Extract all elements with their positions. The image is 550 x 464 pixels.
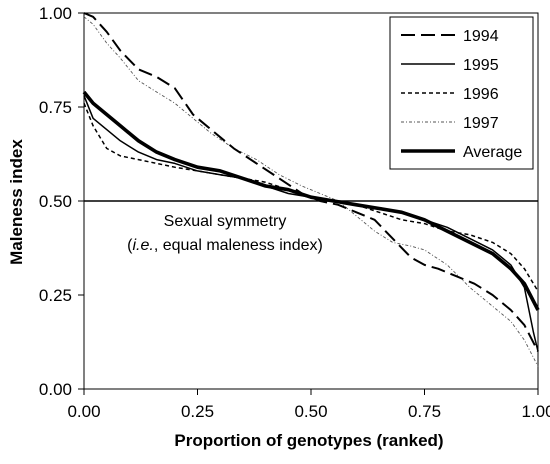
series-line-1994: [83, 12, 539, 352]
annotation-line-2: (i.e., equal maleness index): [127, 237, 323, 254]
legend-box: [389, 16, 534, 170]
y-tick-label: 1.00: [39, 4, 72, 23]
annotation-italic: i.e.: [133, 237, 154, 254]
annotation-line-1: Sexual symmetry: [164, 213, 287, 230]
y-tick-label: 0.25: [39, 286, 72, 305]
y-tick-label: 0.50: [39, 192, 72, 211]
x-tick-label: 0.75: [408, 402, 441, 421]
legend-label-1995: 1995: [463, 57, 499, 74]
x-tick-label: 0.00: [67, 402, 100, 421]
legend-label-average: Average: [463, 144, 522, 161]
y-tick-label: 0.75: [39, 98, 72, 117]
y-axis-title: Maleness index: [7, 139, 26, 265]
x-axis-title: Proportion of genotypes (ranked): [174, 431, 443, 450]
axis-ticks: [78, 12, 539, 395]
tick-labels: 0.00 0.25 0.50 0.75 1.00 0.00 0.25 0.50 0.75 1.00: [39, 4, 550, 421]
legend-label-1996: 1996: [463, 86, 499, 103]
x-tick-label: 0.50: [294, 402, 327, 421]
x-tick-label: 1.00: [521, 402, 550, 421]
series-line-average: [82, 90, 540, 311]
legend-label-1994: 1994: [463, 28, 499, 45]
x-tick-label: 0.25: [181, 402, 214, 421]
series-lines: [82, 12, 540, 367]
series-line-1996: [83, 102, 539, 292]
series-line-1997: [83, 16, 539, 367]
y-tick-label: 0.00: [39, 380, 72, 399]
legend-label-1997: 1997: [463, 115, 499, 132]
annotation-rest: , equal maleness index): [154, 237, 323, 254]
legend: 1994 1995 1996 1997 Average: [389, 16, 534, 170]
